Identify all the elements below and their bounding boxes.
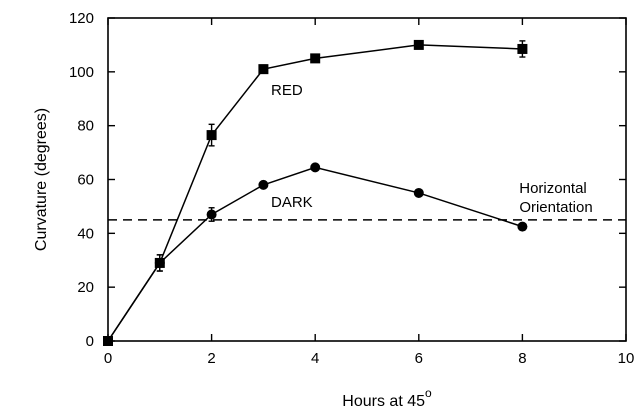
red-point xyxy=(206,130,217,141)
red-point xyxy=(258,64,269,75)
y-tick-label: 60 xyxy=(77,172,94,189)
reference-label-line2: Orientation xyxy=(519,199,592,216)
red-point xyxy=(310,53,321,64)
dark-point xyxy=(103,336,113,346)
dark-point xyxy=(258,179,269,190)
dark-point xyxy=(206,209,217,220)
x-tick-label: 8 xyxy=(518,350,526,367)
dark-point xyxy=(310,162,321,173)
x-tick-label: 2 xyxy=(207,350,215,367)
dark-point xyxy=(154,257,165,268)
series-group xyxy=(103,39,528,346)
y-tick-label: 80 xyxy=(77,118,94,135)
x-tick-label: 4 xyxy=(311,350,319,367)
x-tick-label: 10 xyxy=(618,350,635,367)
red-point xyxy=(413,39,424,50)
y-tick-label: 120 xyxy=(69,10,94,27)
reference-label-line1: Horizontal xyxy=(519,180,587,197)
y-tick-label: 40 xyxy=(77,225,94,242)
x-axis-label-superscript: o xyxy=(425,386,432,400)
x-tick-label: 6 xyxy=(415,350,423,367)
red-series-label: RED xyxy=(271,82,303,99)
dark-series-label: DARK xyxy=(271,194,313,211)
y-tick-label: 100 xyxy=(69,64,94,81)
y-tick-label: 0 xyxy=(86,333,94,350)
red-point xyxy=(517,43,528,54)
x-tick-label: 0 xyxy=(104,350,112,367)
y-tick-label: 20 xyxy=(77,279,94,296)
x-axis-label: Hours at 45o xyxy=(342,386,432,410)
dark-point xyxy=(517,221,528,232)
dark-series-line xyxy=(107,166,523,342)
y-axis-label: Curvature (degrees) xyxy=(33,108,50,251)
reference-line-group: Horizontal Orientation xyxy=(108,180,626,221)
red-series-line xyxy=(107,44,523,342)
dark-point xyxy=(413,187,424,198)
